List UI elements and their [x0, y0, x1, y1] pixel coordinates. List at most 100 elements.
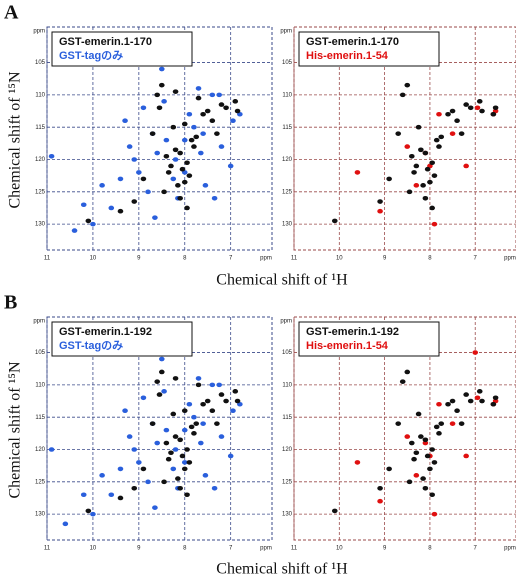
peak	[177, 437, 183, 443]
peak	[230, 408, 236, 414]
peak	[158, 66, 165, 72]
y-unit-label: ppm	[33, 319, 45, 325]
peak	[431, 460, 438, 465]
peak	[234, 108, 241, 114]
peak	[223, 398, 229, 404]
y-tick-label: 110	[282, 92, 292, 98]
peak	[211, 485, 218, 491]
x-tick-label: 7	[229, 546, 233, 552]
peak	[427, 466, 433, 472]
peak	[181, 466, 188, 472]
x-tick-label: 8	[428, 256, 432, 262]
y-unit-label: ppm	[280, 319, 292, 325]
peak	[181, 121, 188, 127]
x-tick-label: 10	[336, 546, 343, 552]
peak	[200, 131, 206, 136]
peak	[232, 99, 239, 104]
y-tick-label: 125	[35, 189, 46, 195]
peak	[431, 173, 438, 178]
peak	[71, 228, 78, 233]
peak	[463, 163, 469, 169]
peak	[152, 505, 158, 510]
y-tick-label: 105	[35, 350, 46, 356]
y-tick-label: 115	[35, 415, 45, 421]
peak	[62, 521, 69, 527]
legend-entry: GST-emerin.1-170	[59, 36, 152, 48]
y-tick-label: 130	[35, 512, 46, 518]
peak	[186, 111, 193, 117]
y-tick-label: 130	[35, 222, 46, 228]
peak	[420, 183, 426, 188]
peak	[436, 144, 442, 149]
peak	[204, 108, 211, 114]
legend-entry: GST-tagのみ	[59, 339, 123, 352]
legend-box	[298, 321, 440, 357]
peak	[161, 389, 167, 394]
peak	[404, 369, 411, 375]
peak	[418, 147, 424, 153]
legend-box	[51, 321, 193, 357]
peak	[175, 476, 181, 481]
peak	[467, 105, 474, 111]
peak	[424, 166, 431, 172]
peak	[411, 456, 417, 462]
peak	[136, 460, 142, 465]
peak	[474, 105, 481, 111]
peak	[117, 208, 124, 214]
peak	[184, 205, 190, 211]
peak	[204, 398, 211, 404]
peak	[436, 431, 442, 436]
peak	[170, 411, 177, 417]
y-tick-label: 115	[282, 415, 292, 421]
peak	[191, 431, 197, 436]
peak	[202, 473, 209, 478]
peak	[172, 147, 179, 153]
legend-entry: GST-emerin.1-170	[306, 36, 399, 48]
peak	[184, 160, 190, 166]
peak	[156, 105, 163, 111]
peak	[445, 111, 451, 117]
y-tick-label: 110	[35, 382, 45, 388]
peak	[223, 105, 229, 111]
peak	[458, 421, 465, 426]
y-tick-label: 120	[282, 157, 293, 163]
x-tick-label: 8	[183, 546, 187, 552]
peak	[140, 466, 147, 472]
peak	[202, 183, 209, 188]
peak	[218, 144, 225, 149]
peak	[449, 421, 456, 426]
peak	[161, 189, 167, 195]
peak	[158, 356, 165, 362]
y-unit-label: ppm	[280, 29, 292, 35]
peak	[200, 111, 206, 117]
peak	[209, 382, 216, 388]
peak	[211, 195, 218, 201]
peak	[191, 124, 197, 130]
peak	[395, 131, 402, 136]
peak	[149, 131, 156, 136]
peak	[216, 382, 222, 388]
peak	[156, 392, 163, 397]
peak	[395, 421, 402, 426]
y-tick-label: 115	[282, 125, 292, 131]
peak	[408, 153, 415, 159]
x-unit-label: ppm	[260, 546, 272, 552]
peak	[161, 479, 167, 485]
peak	[463, 392, 469, 397]
peak	[181, 137, 188, 143]
peak	[467, 398, 474, 404]
peak	[181, 460, 188, 465]
peak	[449, 131, 456, 136]
y-tick-label: 115	[35, 125, 45, 131]
peak	[168, 450, 174, 456]
peak	[422, 437, 429, 443]
peak	[131, 157, 138, 162]
peak	[415, 124, 422, 130]
x-tick-label: 8	[183, 256, 187, 262]
peak	[172, 157, 179, 162]
peak	[172, 376, 179, 381]
peak	[198, 150, 204, 156]
peak	[179, 453, 186, 459]
peak	[200, 401, 206, 407]
